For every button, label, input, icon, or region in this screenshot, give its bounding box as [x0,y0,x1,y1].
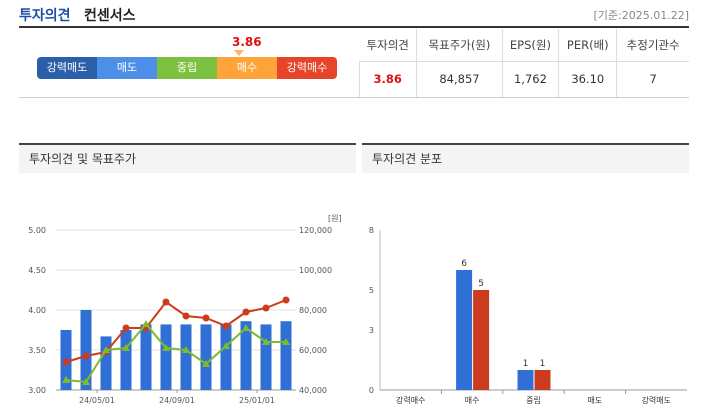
x-tick-label: 24/05/01 [79,396,115,405]
col-header-rating: 투자의견 [359,29,418,61]
bar-rating [140,324,152,390]
cell-per: 36.10 [558,60,618,97]
point-target-price [82,352,90,360]
consensus-table: 투자의견 목표주가(원) EPS(원) PER(배) 추정기관수 3.86 84… [359,29,689,97]
point-target-price [162,298,170,306]
bar-current [456,270,473,390]
y-left-tick-label: 5.00 [28,226,46,235]
rating-bar: 강력매도 매도 중립 매수 강력매수 [37,57,337,79]
y-left-tick-label: 3.50 [28,346,46,355]
y-tick-label: 0 [369,386,374,395]
point-adjusted-price [122,344,130,351]
data-label: 6 [461,259,467,269]
rating-segment: 강력매수 [277,57,337,79]
y-right-unit-label: [원] [328,214,342,223]
bar-rating [200,324,212,390]
rating-marker-arrow-icon [234,50,244,56]
table-header-row: 투자의견 목표주가(원) EPS(원) PER(배) 추정기관수 [359,29,689,61]
rating-marker-value: 3.86 [232,35,262,49]
point-target-price [202,314,210,322]
y-tick-label: 3 [369,326,374,335]
rating-distribution-chart: 8530강력매수매수65중립11매도강력매도현재한달전 [369,226,687,410]
bar-month-ago [473,290,490,390]
bar-rating [280,321,292,390]
data-label: 5 [478,279,484,289]
point-target-price [222,322,230,330]
point-adjusted-price [82,378,90,385]
point-adjusted-price [222,342,230,349]
rating-segment: 매도 [97,57,157,79]
section-header: 투자의견 컨센서스 [기준:2025.01.22] [19,4,689,26]
bar-rating [220,324,232,390]
title-consensus-label: 투자의견 [19,8,71,24]
y-right-tick-label: 120,000 [299,226,332,235]
cell-rating: 3.86 [359,60,418,97]
y-right-tick-label: 80,000 [299,306,327,315]
x-tick-label: 24/09/01 [159,396,195,405]
rating-target-price-chart: 5.00 4.50 4.00 3.50 3.00 120,000 100,000 80,000… [28,214,342,410]
point-adjusted-price [102,346,110,353]
bar-rating [180,324,192,390]
point-adjusted-price [202,360,210,367]
rating-segment: 중립 [157,57,217,79]
point-target-price [182,312,190,320]
point-target-price [262,304,270,312]
col-header-analyst-count: 추정기관수 [616,29,689,61]
line-target-price [65,299,287,363]
bar-current [517,370,534,390]
table-bottom-rule [19,97,689,98]
cell-target-price: 84,857 [416,60,503,97]
panel-title: 투자의견 및 목표주가 [19,143,356,173]
point-adjusted-price [182,346,190,353]
bar-rating [80,310,92,390]
data-label: 1 [523,359,529,369]
point-adjusted-price [62,376,70,383]
bar-rating [120,330,132,390]
x-tick-label: 매수 [465,396,480,405]
y-tick-label: 8 [369,226,374,235]
x-tick-label: 25/01/01 [239,396,275,405]
rating-segment: 매수 [217,57,277,79]
y-right-tick-label: 100,000 [299,266,332,275]
rating-segment: 강력매도 [37,57,97,79]
point-target-price [122,324,130,332]
header-divider [19,26,689,28]
point-target-price [242,308,250,316]
point-adjusted-price [142,320,150,327]
y-left-tick-label: 3.00 [28,386,46,395]
point-target-price [62,358,70,366]
base-date: [기준:2025.01.22] [593,9,689,22]
point-adjusted-price [162,344,170,351]
bar-month-ago [534,370,551,390]
col-header-per: PER(배) [558,29,618,61]
x-tick-label: 강력매수 [396,395,425,405]
y-left-tick-label: 4.50 [28,266,46,275]
point-adjusted-price [262,338,270,345]
bar-rating [160,324,172,390]
col-header-target-price: 목표주가(원) [416,29,503,61]
y-tick-label: 5 [369,286,374,295]
x-tick-label: 중립 [526,396,541,405]
y-right-tick-label: 60,000 [299,346,327,355]
title-consensus: 컨센서스 [84,8,136,24]
cell-eps: 1,762 [502,60,560,97]
bar-rating [100,336,112,390]
col-header-eps: EPS(원) [502,29,560,61]
bar-rating [260,324,272,390]
panel-rating-distribution: 투자의견 분포 8530강력매수매수65중립11매도강력매도현재한달전 [362,143,689,410]
table-row: 3.86 84,857 1,762 36.10 7 [359,60,689,97]
panel-title: 투자의견 분포 [362,143,689,173]
data-label: 1 [540,359,546,369]
y-right-tick-label: 40,000 [299,386,327,395]
panel-rating-target-price: 투자의견 및 목표주가 5.00 4.50 4.00 3.50 3.00 120,000 1… [19,143,356,410]
x-tick-label: 강력매도 [642,395,671,405]
point-target-price [282,296,290,304]
cell-analyst-count: 7 [616,60,689,97]
bar-rating [240,321,252,390]
point-adjusted-price [282,338,290,345]
y-left-tick-label: 4.00 [28,306,46,315]
x-tick-label: 매도 [588,396,603,405]
point-adjusted-price [242,324,250,331]
